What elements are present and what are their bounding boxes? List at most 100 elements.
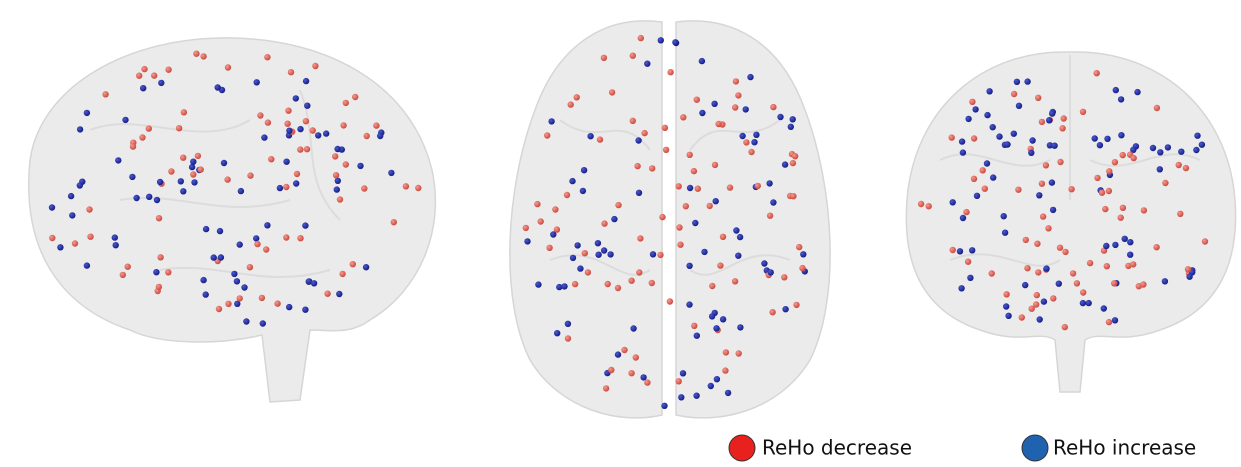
node — [1102, 206, 1108, 212]
node — [285, 108, 291, 114]
node — [733, 78, 739, 84]
node — [1019, 314, 1025, 320]
node — [335, 178, 341, 184]
node — [1034, 241, 1040, 247]
node — [969, 247, 975, 253]
node — [1162, 180, 1168, 186]
node — [277, 185, 283, 191]
node — [77, 182, 83, 188]
node — [1045, 225, 1051, 231]
node — [755, 183, 761, 189]
node — [709, 313, 715, 319]
node — [1118, 96, 1124, 102]
node — [735, 253, 741, 259]
node — [967, 275, 973, 281]
node — [288, 69, 294, 75]
node — [963, 209, 969, 215]
node — [1049, 179, 1055, 185]
node — [283, 234, 289, 240]
node — [701, 249, 707, 255]
node — [949, 134, 955, 140]
node — [1099, 190, 1105, 196]
node — [261, 134, 267, 140]
node — [637, 235, 643, 241]
node — [781, 274, 787, 280]
node — [768, 269, 774, 275]
node — [595, 240, 601, 246]
node — [769, 309, 775, 315]
node — [1176, 162, 1182, 168]
node — [561, 283, 567, 289]
node — [715, 121, 721, 127]
node — [340, 122, 346, 128]
node — [1183, 165, 1189, 171]
node — [974, 193, 980, 199]
legend-label: ReHo decrease — [762, 436, 912, 460]
node — [1039, 119, 1045, 125]
node — [146, 125, 152, 131]
node — [782, 161, 788, 167]
node — [1043, 162, 1049, 168]
node — [597, 136, 603, 142]
node — [971, 135, 977, 141]
node — [264, 54, 270, 60]
node — [294, 171, 300, 177]
node — [986, 88, 992, 94]
node — [324, 291, 330, 297]
node — [633, 354, 639, 360]
node — [1178, 149, 1184, 155]
node — [125, 264, 131, 270]
node — [984, 112, 990, 118]
node — [332, 153, 338, 159]
node — [636, 190, 642, 196]
node — [644, 379, 650, 385]
node — [1028, 150, 1034, 156]
node — [611, 216, 617, 222]
node — [268, 156, 274, 162]
figure: ReHo decrease ReHo increase — [0, 0, 1241, 467]
node — [686, 301, 692, 307]
node — [680, 114, 686, 120]
node — [727, 184, 733, 190]
node — [524, 238, 530, 244]
node — [534, 201, 540, 207]
node — [312, 63, 318, 69]
node — [766, 180, 772, 186]
node — [260, 320, 266, 326]
node — [1033, 301, 1039, 307]
node — [615, 285, 621, 291]
node — [1014, 79, 1020, 85]
node — [49, 235, 55, 241]
node — [969, 99, 975, 105]
node — [737, 324, 743, 330]
node — [636, 269, 642, 275]
node — [982, 186, 988, 192]
node — [129, 174, 135, 180]
node — [595, 252, 601, 258]
node — [535, 281, 541, 287]
node — [672, 39, 678, 45]
node — [265, 119, 271, 125]
node — [1094, 175, 1100, 181]
node — [1051, 143, 1057, 149]
node — [1186, 274, 1192, 280]
node — [315, 132, 321, 138]
node — [1005, 313, 1011, 319]
node — [1122, 236, 1128, 242]
node — [133, 195, 139, 201]
node — [363, 264, 369, 270]
node — [198, 166, 204, 172]
node — [49, 204, 55, 210]
node — [707, 203, 713, 209]
node — [1141, 207, 1147, 213]
node — [1041, 298, 1047, 304]
node — [293, 180, 299, 186]
node — [334, 146, 340, 152]
node — [216, 306, 222, 312]
node — [391, 219, 397, 225]
node — [190, 159, 196, 165]
node — [1003, 303, 1009, 309]
node — [254, 241, 260, 247]
node — [238, 188, 244, 194]
legend-swatch — [1022, 435, 1048, 461]
